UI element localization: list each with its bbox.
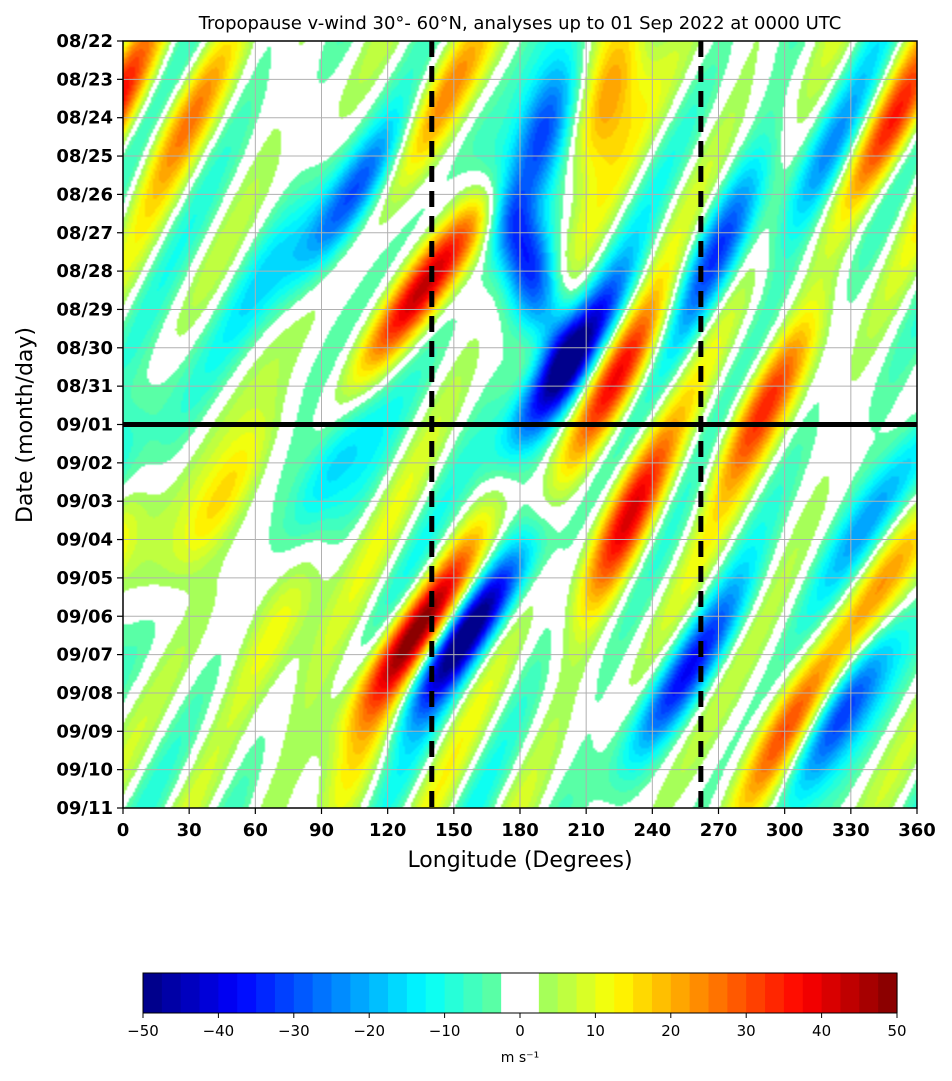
colorbar-swatch: [293, 973, 314, 1013]
colorbar-swatch: [557, 973, 578, 1013]
colorbar-swatch: [651, 973, 672, 1013]
colorbar-swatch: [218, 973, 238, 1013]
y-tick-label: 09/04: [56, 530, 113, 551]
colorbar: −50 −40 −30 −20 −10 0 10 20 30 40 50 m s⁻¹: [127, 972, 907, 1066]
colorbar-swatch: [369, 973, 389, 1013]
y-tick-label: 08/28: [56, 261, 113, 282]
y-tick-label: 08/29: [56, 299, 113, 320]
x-tick-label: 360: [898, 820, 936, 841]
colorbar-tick-label: 10: [586, 1022, 605, 1040]
y-tick-label: 09/11: [56, 798, 113, 819]
x-tick-label: 0: [117, 820, 130, 841]
x-tick-label: 270: [700, 820, 738, 841]
colorbar-swatch: [388, 973, 408, 1013]
colorbar-swatch: [765, 973, 785, 1013]
colorbar-swatch: [538, 973, 559, 1013]
colorbar-swatch: [199, 973, 219, 1013]
y-tick-label: 09/01: [56, 415, 113, 436]
colorbar-tick-label: 0: [515, 1022, 525, 1040]
y-tick-label: 08/26: [56, 184, 113, 205]
y-tick-label: 08/27: [56, 223, 113, 244]
colorbar-swatch: [520, 973, 540, 1013]
y-tick-label: 09/05: [56, 568, 113, 589]
x-axis-ticks: 0 30 60 90 120 150 180 210 240 270 300 330 360: [117, 808, 936, 841]
colorbar-swatch: [878, 973, 898, 1013]
colorbar-swatch: [161, 973, 182, 1013]
colorbar-swatch: [576, 973, 596, 1013]
x-axis-label: Longitude (Degrees): [407, 848, 632, 873]
y-tick-label: 08/25: [56, 146, 113, 167]
colorbar-swatch: [444, 973, 465, 1013]
colorbar-tick-label: 50: [887, 1022, 906, 1040]
colorbar-swatch: [237, 973, 257, 1013]
colorbar-unit-label: m s⁻¹: [501, 1050, 539, 1066]
colorbar-swatch: [180, 973, 201, 1013]
y-tick-label: 09/07: [56, 645, 113, 666]
y-tick-label: 08/24: [56, 108, 113, 129]
colorbar-tick-label: 40: [812, 1022, 831, 1040]
colorbar-swatch: [859, 973, 879, 1013]
colorbar-tick-label: 20: [661, 1022, 680, 1040]
colorbar-swatch: [256, 973, 276, 1013]
x-tick-label: 150: [435, 820, 473, 841]
colorbar-swatch: [143, 973, 163, 1013]
colorbar-swatch: [482, 973, 502, 1013]
colorbar-swatch: [331, 973, 351, 1013]
y-tick-label: 08/23: [56, 69, 113, 90]
colorbar-swatch: [350, 973, 370, 1013]
x-tick-label: 120: [369, 820, 407, 841]
y-tick-label: 09/06: [56, 606, 113, 627]
colorbar-swatch: [840, 973, 860, 1013]
x-tick-label: 330: [832, 820, 870, 841]
colorbar-tick-label: 30: [737, 1022, 756, 1040]
colorbar-tick-label: −10: [429, 1022, 461, 1040]
colorbar-swatch: [425, 973, 446, 1013]
colorbar-swatch: [312, 973, 333, 1013]
colorbar-swatch: [708, 973, 728, 1013]
x-tick-label: 90: [309, 820, 334, 841]
y-tick-label: 09/08: [56, 683, 113, 704]
y-tick-label: 08/30: [56, 338, 113, 359]
y-axis-label: Date (month/day): [13, 327, 38, 523]
colorbar-swatch: [633, 973, 653, 1013]
x-tick-label: 180: [501, 820, 539, 841]
colorbar-swatch: [406, 973, 427, 1013]
y-tick-label: 09/10: [56, 760, 113, 781]
colorbar-swatch: [670, 973, 691, 1013]
y-tick-label: 08/31: [56, 376, 113, 397]
colorbar-swatch: [274, 973, 295, 1013]
y-axis-ticks: 08/22 08/23 08/24 08/25 08/26 08/27 08/28 08/29…: [56, 31, 123, 819]
x-tick-label: 60: [243, 820, 268, 841]
chart-title: Tropopause v-wind 30°- 60°N, analyses up…: [198, 13, 842, 34]
colorbar-swatch: [821, 973, 842, 1013]
colorbar-tick-label: −30: [278, 1022, 310, 1040]
colorbar-swatch: [802, 973, 823, 1013]
y-tick-label: 09/02: [56, 453, 113, 474]
x-tick-label: 30: [177, 820, 202, 841]
y-tick-label: 08/22: [56, 31, 113, 52]
colorbar-swatch: [463, 973, 483, 1013]
x-tick-label: 210: [567, 820, 605, 841]
colorbar-swatch: [746, 973, 766, 1013]
colorbar-tick-label: −40: [203, 1022, 235, 1040]
colorbar-swatch: [783, 973, 804, 1013]
colorbar-tick-label: −20: [353, 1022, 385, 1040]
plot-area: [122, 40, 918, 809]
y-tick-label: 09/09: [56, 721, 113, 742]
colorbar-swatch: [689, 973, 710, 1013]
colorbar-swatch: [727, 973, 747, 1013]
colorbar-tick-label: −50: [127, 1022, 159, 1040]
colorbar-swatch: [614, 973, 634, 1013]
y-tick-label: 09/03: [56, 491, 113, 512]
x-tick-label: 300: [766, 820, 804, 841]
colorbar-swatch: [501, 973, 521, 1013]
overlay-lines: [123, 41, 917, 808]
x-tick-label: 240: [634, 820, 672, 841]
colorbar-swatch: [595, 973, 615, 1013]
